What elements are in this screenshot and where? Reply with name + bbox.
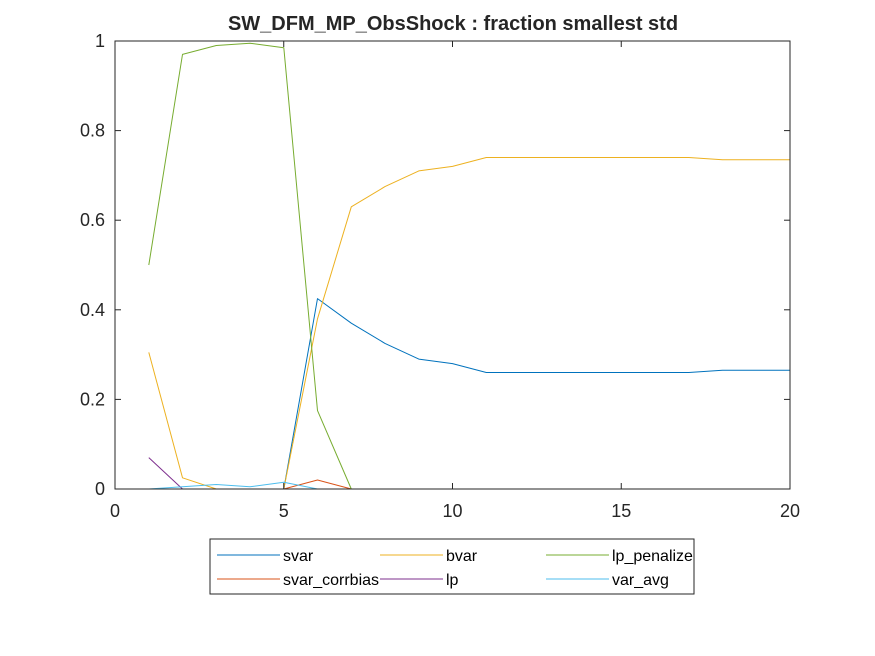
legend-label: var_avg [612, 572, 669, 589]
y-tick-label: 0.6 [80, 210, 105, 230]
legend-label: svar_corrbias [283, 572, 379, 589]
tick-layer: 0 5 10 15 20 0 0.2 0.4 0.6 0.8 1 [80, 31, 800, 521]
legend: svar bvar lp_penalize svar_corrbias lp var_av… [209, 538, 695, 595]
plot-area [115, 41, 790, 489]
x-tick-label: 5 [279, 501, 289, 521]
x-tick-label: 10 [442, 501, 462, 521]
legend-item-svar: svar [217, 548, 314, 565]
legend-label: bvar [446, 548, 478, 565]
x-tick-label: 0 [110, 501, 120, 521]
legend-label: svar [283, 548, 314, 565]
legend-item-svar-corrbias: svar_corrbias [217, 572, 379, 589]
legend-item-var-avg: var_avg [546, 572, 669, 589]
y-tick-label: 0 [95, 479, 105, 499]
legend-label: lp [446, 572, 459, 589]
chart-title: SW_DFM_MP_ObsShock : fraction smallest s… [228, 13, 678, 35]
legend-box [209, 538, 695, 595]
legend-item-lp-penalize: lp_penalize [546, 548, 693, 565]
y-tick-label: 0.2 [80, 389, 105, 409]
y-tick-label: 1 [95, 31, 105, 51]
y-tick-label: 0.8 [80, 121, 105, 141]
legend-item-lp: lp [380, 572, 459, 589]
x-tick-label: 20 [780, 501, 800, 521]
x-tick-label: 15 [611, 501, 631, 521]
legend-label: lp_penalize [612, 548, 693, 565]
legend-item-bvar: bvar [380, 548, 478, 565]
y-tick-label: 0.4 [80, 300, 105, 320]
